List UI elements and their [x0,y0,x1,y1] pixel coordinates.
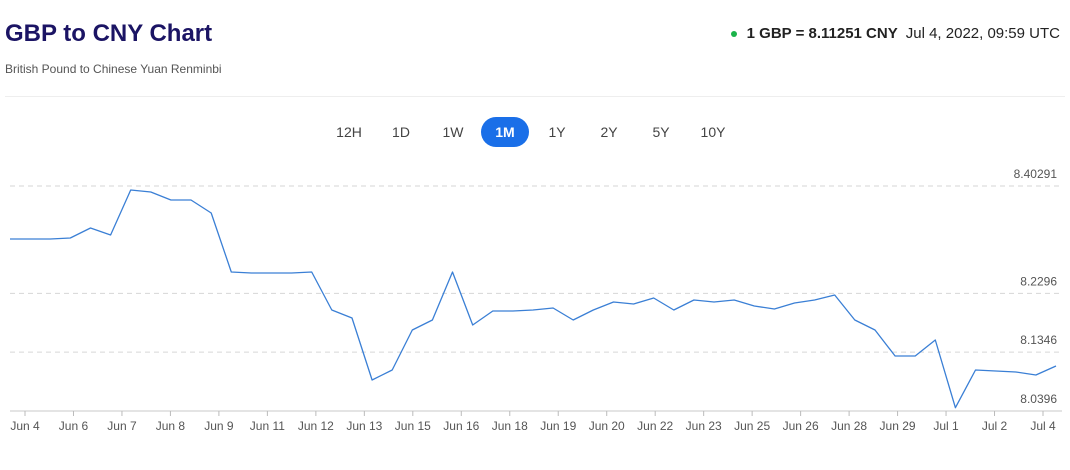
range-button[interactable]: 1Y [548,124,566,140]
x-tick-label: Jun 18 [492,419,528,433]
y-tick-label: 8.2296 [1020,274,1057,288]
live-dot [730,30,737,37]
x-tick-label: Jun 29 [880,419,916,433]
page-subtitle: British Pound to Chinese Yuan Renminbi [5,62,222,76]
x-tick-label: Jun 22 [637,419,673,433]
timestamp: Jul 4, 2022, 09:59 UTC [905,25,1060,42]
x-tick-label: Jun 9 [204,419,234,433]
range-selector: 12H 1D 1W 1M 1Y 2Y 5Y 10Y [325,117,737,147]
range-button[interactable]: 2Y [600,124,618,140]
x-tick-label: Jun 12 [298,419,334,433]
range-button[interactable]: 5Y [652,124,670,140]
x-tick-label: Jun 23 [686,419,722,433]
x-tick-label: Jun 16 [443,419,479,433]
x-tick-label: Jun 4 [10,419,40,433]
y-tick-label: 8.40291 [1014,167,1058,181]
x-tick-label: Jun 15 [395,419,431,433]
x-tick-label: Jun 11 [250,419,285,433]
range-button[interactable]: 12H [336,124,362,140]
range-button[interactable]: 1D [392,124,410,140]
x-tick-label: Jul 1 [933,419,959,433]
x-tick-label: Jun 20 [589,419,625,433]
y-tick-label: 8.0396 [1020,392,1057,406]
range-button[interactable]: 10Y [700,124,726,140]
y-tick-label: 8.1346 [1020,333,1057,347]
x-tick-label: Jun 26 [783,419,819,433]
x-tick-label: Jul 4 [1030,419,1056,433]
rate-info: 1 GBP = 8.11251 CNY Jul 4, 2022, 09:59 U… [730,25,1060,42]
x-tick-label: Jul 2 [982,419,1008,433]
range-button[interactable]: 1W [442,124,464,140]
rate-line [10,189,1057,409]
x-tick-label: Jun 8 [156,419,186,433]
x-tick-label: Jun 19 [540,419,576,433]
x-tick-label: Jun 28 [831,419,867,433]
x-tick-label: Jun 13 [346,419,382,433]
rate-value: 1 GBP = 8.11251 CNY [746,25,898,42]
range-button[interactable]: 1M [481,117,529,147]
separator [5,96,1065,97]
page-title: GBP to CNY Chart [5,20,213,47]
x-tick-label: Jun 7 [107,419,137,433]
x-tick-label: Jun 25 [734,419,770,433]
x-tick-label: Jun 6 [59,419,89,433]
